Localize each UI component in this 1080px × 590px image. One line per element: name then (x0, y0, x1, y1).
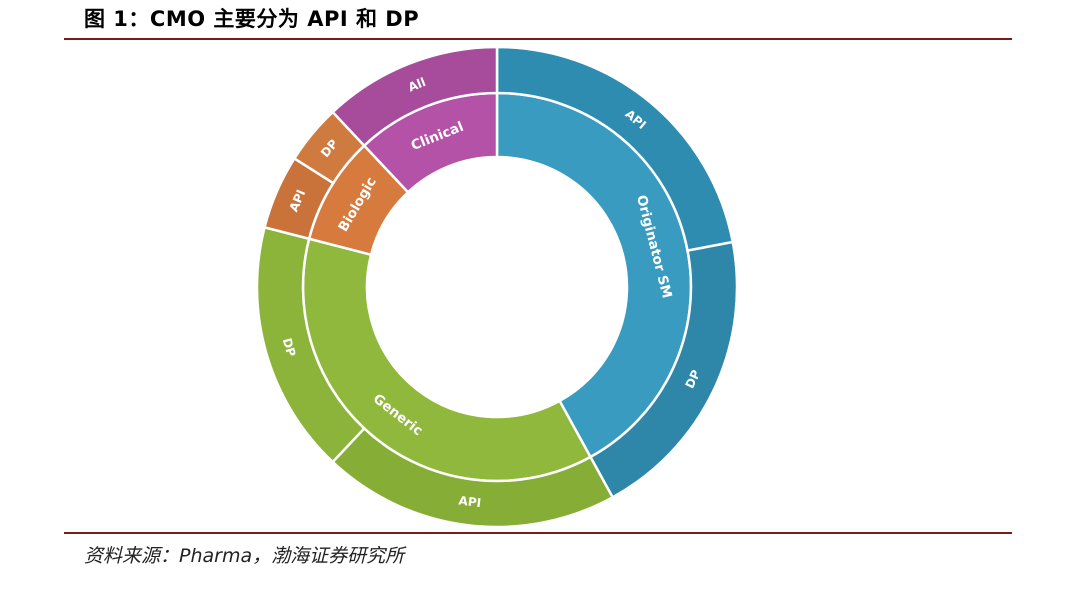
outer-clinical-all-label: All (406, 75, 427, 94)
top-divider (64, 38, 1012, 40)
outer-clinical-all-slice (330, 45, 499, 148)
outer-generic-dp-label: DP (280, 336, 299, 358)
bottom-divider (64, 532, 1012, 534)
outer-generic-api-label: API (458, 493, 482, 510)
chart-title: 图 1：CMO 主要分为 API 和 DP (84, 7, 420, 31)
source-note: 资料来源：Pharma，渤海证券研究所 (84, 545, 405, 567)
